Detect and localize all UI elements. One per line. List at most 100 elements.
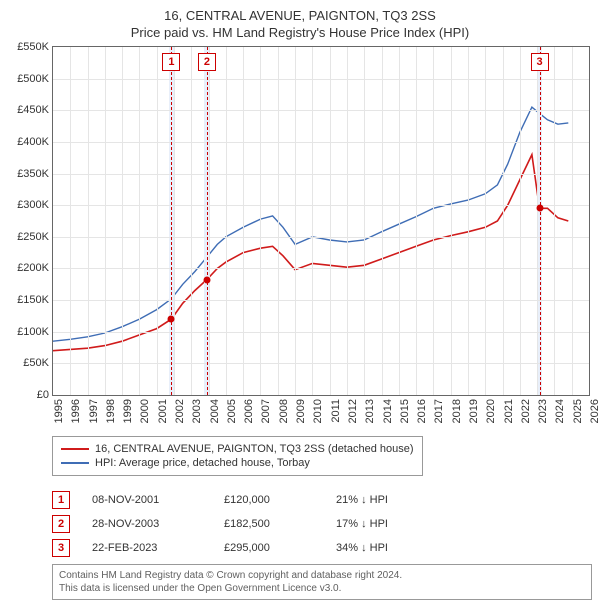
x-tick-label: 1996: [70, 399, 72, 423]
sale-price: £182,500: [224, 518, 314, 530]
gridline-h: [53, 110, 589, 111]
chart-lines-svg: [53, 47, 589, 395]
x-tick-label: 2006: [243, 399, 245, 423]
x-tick-label: 2024: [554, 399, 556, 423]
sale-delta: 17% ↓ HPI: [336, 518, 436, 530]
gridline-v: [88, 47, 89, 395]
x-tick-label: 2009: [295, 399, 297, 423]
gridline-v: [382, 47, 383, 395]
gridline-v: [364, 47, 365, 395]
y-tick-label: £200K: [5, 262, 49, 274]
x-tick-label: 2003: [191, 399, 193, 423]
sale-number-box: 1: [52, 491, 70, 509]
x-tick-label: 2026: [589, 399, 591, 423]
x-tick-label: 2001: [157, 399, 159, 423]
gridline-h: [53, 142, 589, 143]
legend-swatch: [61, 448, 89, 450]
y-tick-label: £100K: [5, 326, 49, 338]
gridline-v: [191, 47, 192, 395]
gridline-v: [572, 47, 573, 395]
sale-price: £120,000: [224, 494, 314, 506]
gridline-h: [53, 332, 589, 333]
gridline-v: [295, 47, 296, 395]
y-tick-label: £400K: [5, 136, 49, 148]
legend-label: HPI: Average price, detached house, Torb…: [95, 457, 310, 469]
y-tick-label: £500K: [5, 73, 49, 85]
gridline-v: [312, 47, 313, 395]
sale-dot: [203, 276, 210, 283]
gridline-v: [537, 47, 538, 395]
y-tick-label: £450K: [5, 104, 49, 116]
sale-delta: 21% ↓ HPI: [336, 494, 436, 506]
x-tick-label: 2021: [503, 399, 505, 423]
gridline-v: [278, 47, 279, 395]
gridline-v: [226, 47, 227, 395]
legend-item: 16, CENTRAL AVENUE, PAIGNTON, TQ3 2SS (d…: [61, 442, 414, 456]
x-tick-label: 1999: [122, 399, 124, 423]
sale-dashline: [540, 47, 541, 395]
x-tick-label: 2015: [399, 399, 401, 423]
attribution-line: This data is licensed under the Open Gov…: [59, 582, 585, 595]
chart-title: 16, CENTRAL AVENUE, PAIGNTON, TQ3 2SS: [0, 0, 600, 23]
gridline-v: [105, 47, 106, 395]
chart-subtitle: Price paid vs. HM Land Registry's House …: [0, 23, 600, 46]
gridline-v: [485, 47, 486, 395]
gridline-v: [554, 47, 555, 395]
sale-dot: [536, 205, 543, 212]
x-tick-label: 2011: [330, 399, 332, 423]
x-tick-label: 2017: [433, 399, 435, 423]
y-tick-label: £250K: [5, 231, 49, 243]
gridline-h: [53, 79, 589, 80]
sale-date: 22-FEB-2023: [92, 542, 202, 554]
sales-table: 108-NOV-2001£120,00021% ↓ HPI228-NOV-200…: [52, 488, 592, 560]
y-tick-label: £350K: [5, 168, 49, 180]
x-tick-label: 2022: [520, 399, 522, 423]
gridline-v: [520, 47, 521, 395]
legend-label: 16, CENTRAL AVENUE, PAIGNTON, TQ3 2SS (d…: [95, 443, 414, 455]
x-tick-label: 2013: [364, 399, 366, 423]
sale-dashline: [171, 47, 172, 395]
gridline-h: [53, 300, 589, 301]
chart-container: 16, CENTRAL AVENUE, PAIGNTON, TQ3 2SS Pr…: [0, 0, 600, 590]
x-tick-label: 2002: [174, 399, 176, 423]
sale-number-box: 3: [52, 539, 70, 557]
x-tick-label: 2010: [312, 399, 314, 423]
x-tick-label: 2023: [537, 399, 539, 423]
gridline-v: [330, 47, 331, 395]
x-tick-label: 2025: [572, 399, 574, 423]
sale-marker-number: 3: [531, 53, 549, 71]
sale-delta: 34% ↓ HPI: [336, 542, 436, 554]
gridline-v: [416, 47, 417, 395]
gridline-v: [209, 47, 210, 395]
gridline-v: [399, 47, 400, 395]
y-tick-label: £300K: [5, 199, 49, 211]
sales-row: 1 08-NOV-2001 £120,000 21% ↓ HPI: [52, 488, 592, 512]
gridline-h: [53, 363, 589, 364]
chart-legend: 16, CENTRAL AVENUE, PAIGNTON, TQ3 2SS (d…: [52, 436, 423, 476]
gridline-v: [468, 47, 469, 395]
gridline-h: [53, 237, 589, 238]
gridline-v: [139, 47, 140, 395]
sale-marker-number: 1: [162, 53, 180, 71]
attribution-line: Contains HM Land Registry data © Crown c…: [59, 569, 585, 582]
gridline-v: [122, 47, 123, 395]
legend-swatch: [61, 462, 89, 464]
x-tick-label: 2005: [226, 399, 228, 423]
sale-price: £295,000: [224, 542, 314, 554]
gridline-v: [503, 47, 504, 395]
x-tick-label: 2008: [278, 399, 280, 423]
x-tick-label: 2019: [468, 399, 470, 423]
sales-row: 3 22-FEB-2023 £295,000 34% ↓ HPI: [52, 536, 592, 560]
sale-dashline: [207, 47, 208, 395]
gridline-v: [157, 47, 158, 395]
x-tick-label: 1995: [53, 399, 55, 423]
sale-date: 08-NOV-2001: [92, 494, 202, 506]
legend-item: HPI: Average price, detached house, Torb…: [61, 456, 414, 470]
x-tick-label: 2007: [260, 399, 262, 423]
sale-marker-number: 2: [198, 53, 216, 71]
gridline-v: [174, 47, 175, 395]
attribution-box: Contains HM Land Registry data © Crown c…: [52, 564, 592, 600]
y-tick-label: £550K: [5, 41, 49, 53]
series-subject: [53, 155, 568, 351]
x-tick-label: 2000: [139, 399, 141, 423]
